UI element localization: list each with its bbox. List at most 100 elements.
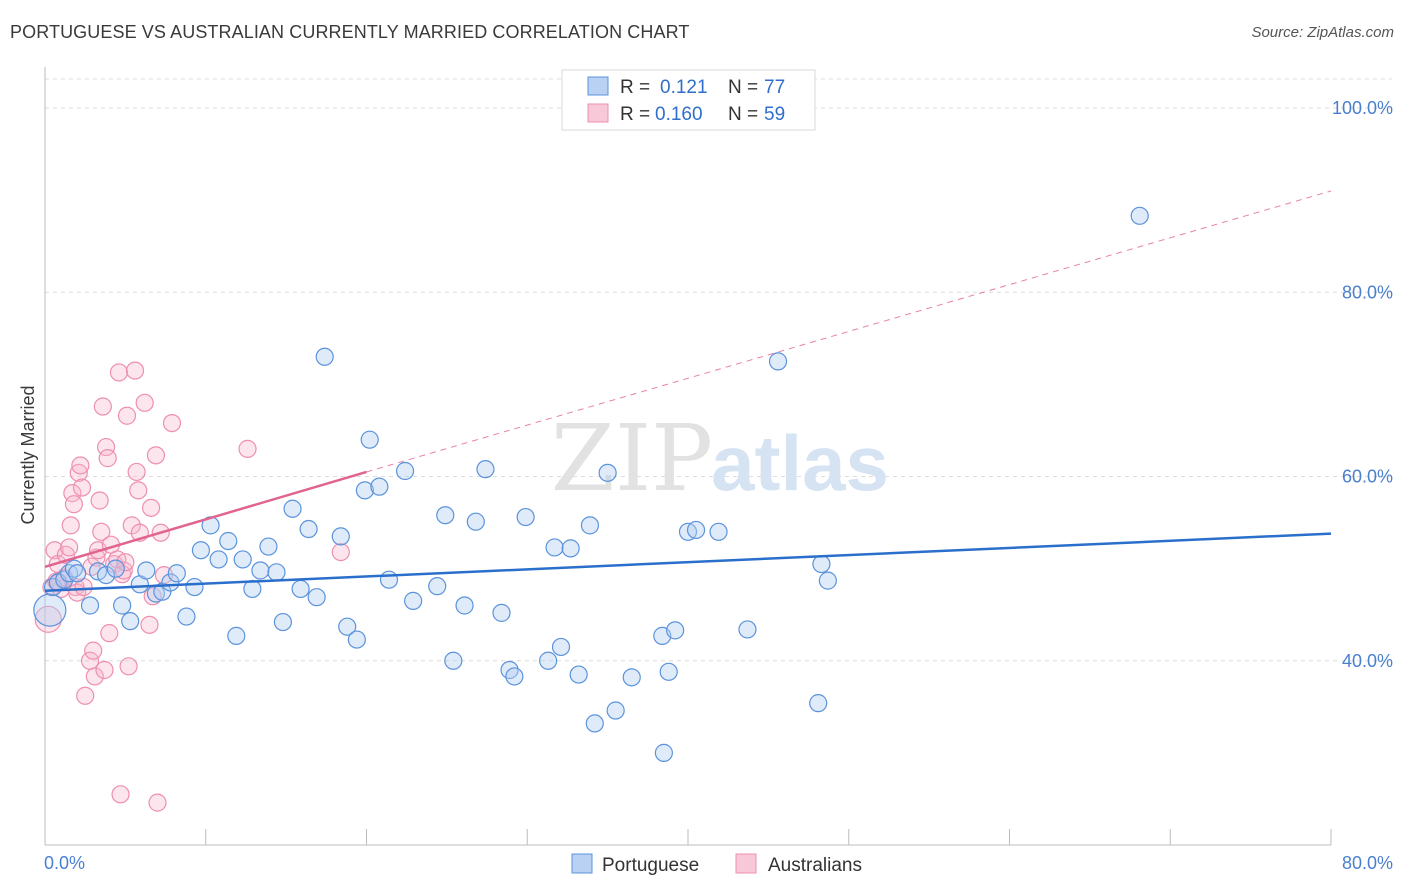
chart-title: PORTUGUESE VS AUSTRALIAN CURRENTLY MARRI… [10, 22, 690, 42]
watermark-zip: ZIP [551, 405, 713, 512]
point-australians [162, 414, 182, 433]
chart-source: Source: ZipAtlas.com [1251, 24, 1394, 41]
legend-r-label-1: R = [620, 104, 650, 125]
point-portuguese [80, 596, 100, 615]
axes [44, 67, 1332, 846]
point-portuguese [812, 554, 831, 574]
point-portuguese [370, 477, 389, 496]
point-portuguese [768, 352, 788, 371]
point-portuguese [379, 570, 399, 589]
point-portuguese [121, 612, 140, 631]
point-australians [140, 615, 159, 634]
point-portuguese [331, 527, 350, 546]
point-portuguese [167, 564, 186, 583]
y-tick-label-100: 100.0% [1332, 98, 1393, 118]
point-portuguese [709, 522, 728, 541]
point-portuguese [455, 596, 474, 615]
point-australians [109, 363, 129, 382]
trend-lines [44, 190, 1332, 593]
point-portuguese [360, 430, 379, 449]
point-portuguese [307, 588, 326, 607]
point-australians [90, 491, 109, 510]
legend-swatch-portuguese [587, 76, 609, 96]
point-portuguese [598, 463, 617, 482]
point-portuguese [355, 481, 374, 500]
point-australians [76, 686, 95, 705]
point-portuguese [466, 512, 485, 531]
legend-n-label-1: N = [728, 104, 758, 125]
point-portuguese [585, 714, 604, 733]
point-portuguese [654, 743, 673, 762]
legend-r-value-0: 0.121 [660, 77, 708, 98]
bottom-legend-portuguese: Portuguese [602, 855, 699, 876]
point-australians [135, 393, 154, 412]
point-australians [92, 522, 111, 541]
point-portuguese [113, 596, 132, 615]
point-portuguese [561, 539, 580, 558]
point-portuguese [476, 460, 495, 479]
point-portuguese [659, 662, 678, 681]
point-portuguese [299, 519, 318, 539]
point-australians [72, 478, 92, 497]
bottom-legend-swatch-australians [735, 853, 757, 874]
y-tick-label-40: 40.0% [1342, 651, 1393, 671]
point-portuguese [96, 565, 116, 585]
point-portuguese [227, 626, 246, 645]
point-portuguese [580, 516, 600, 535]
point-portuguese [338, 617, 357, 636]
point-australians [331, 542, 350, 562]
point-portuguese [606, 701, 625, 720]
watermark-atlas: atlas [711, 419, 889, 507]
legend-swatch-australians [587, 103, 609, 123]
point-portuguese [185, 577, 204, 597]
x-tick-label-min: 0.0% [44, 853, 85, 873]
point-australians [69, 463, 88, 482]
point-portuguese [404, 591, 423, 610]
point-portuguese [161, 573, 180, 592]
point-portuguese [267, 563, 286, 582]
point-portuguese [666, 621, 685, 640]
point-australians [95, 660, 114, 680]
point-portuguese [68, 564, 87, 583]
watermark: ZIP atlas [551, 405, 889, 512]
point-australians [98, 449, 117, 468]
trend-line-australians-extended [366, 190, 1332, 473]
point-australians [116, 553, 135, 572]
x-tick-label-max: 80.0% [1342, 853, 1393, 873]
point-australians [100, 624, 119, 643]
point-portuguese [569, 665, 588, 684]
point-portuguese [33, 593, 67, 627]
point-portuguese [191, 541, 211, 560]
point-portuguese [551, 637, 571, 657]
point-portuguese [545, 538, 564, 557]
point-portuguese [436, 506, 455, 525]
point-portuguese [177, 607, 196, 626]
point-australians [117, 406, 137, 425]
point-australians [127, 462, 146, 482]
point-portuguese [219, 531, 238, 551]
y-tick-label-80: 80.0% [1342, 282, 1393, 302]
point-australians [129, 481, 148, 500]
point-australians [61, 516, 80, 535]
point-australians [93, 397, 112, 416]
point-australians [64, 495, 84, 514]
point-portuguese [251, 561, 270, 580]
point-australians [71, 456, 90, 475]
legend-n-label-0: N = [728, 77, 758, 98]
trend-line-portuguese [44, 532, 1332, 593]
point-australians [84, 641, 103, 660]
bottom-legend-swatch-portuguese [571, 853, 593, 874]
point-australians [85, 667, 104, 686]
point-australians [146, 446, 166, 465]
point-australians [148, 793, 167, 812]
point-portuguese [283, 499, 302, 518]
point-portuguese [347, 630, 366, 649]
point-portuguese [233, 550, 252, 569]
point-australians [125, 361, 145, 380]
correlation-legend: R = 0.121 N = 77 R = 0.160 N = 59 [561, 69, 816, 131]
point-portuguese [209, 550, 228, 569]
point-portuguese [539, 651, 558, 670]
point-australians [141, 498, 161, 517]
series-legend: Portuguese Australians [571, 853, 862, 876]
point-portuguese [505, 667, 524, 686]
